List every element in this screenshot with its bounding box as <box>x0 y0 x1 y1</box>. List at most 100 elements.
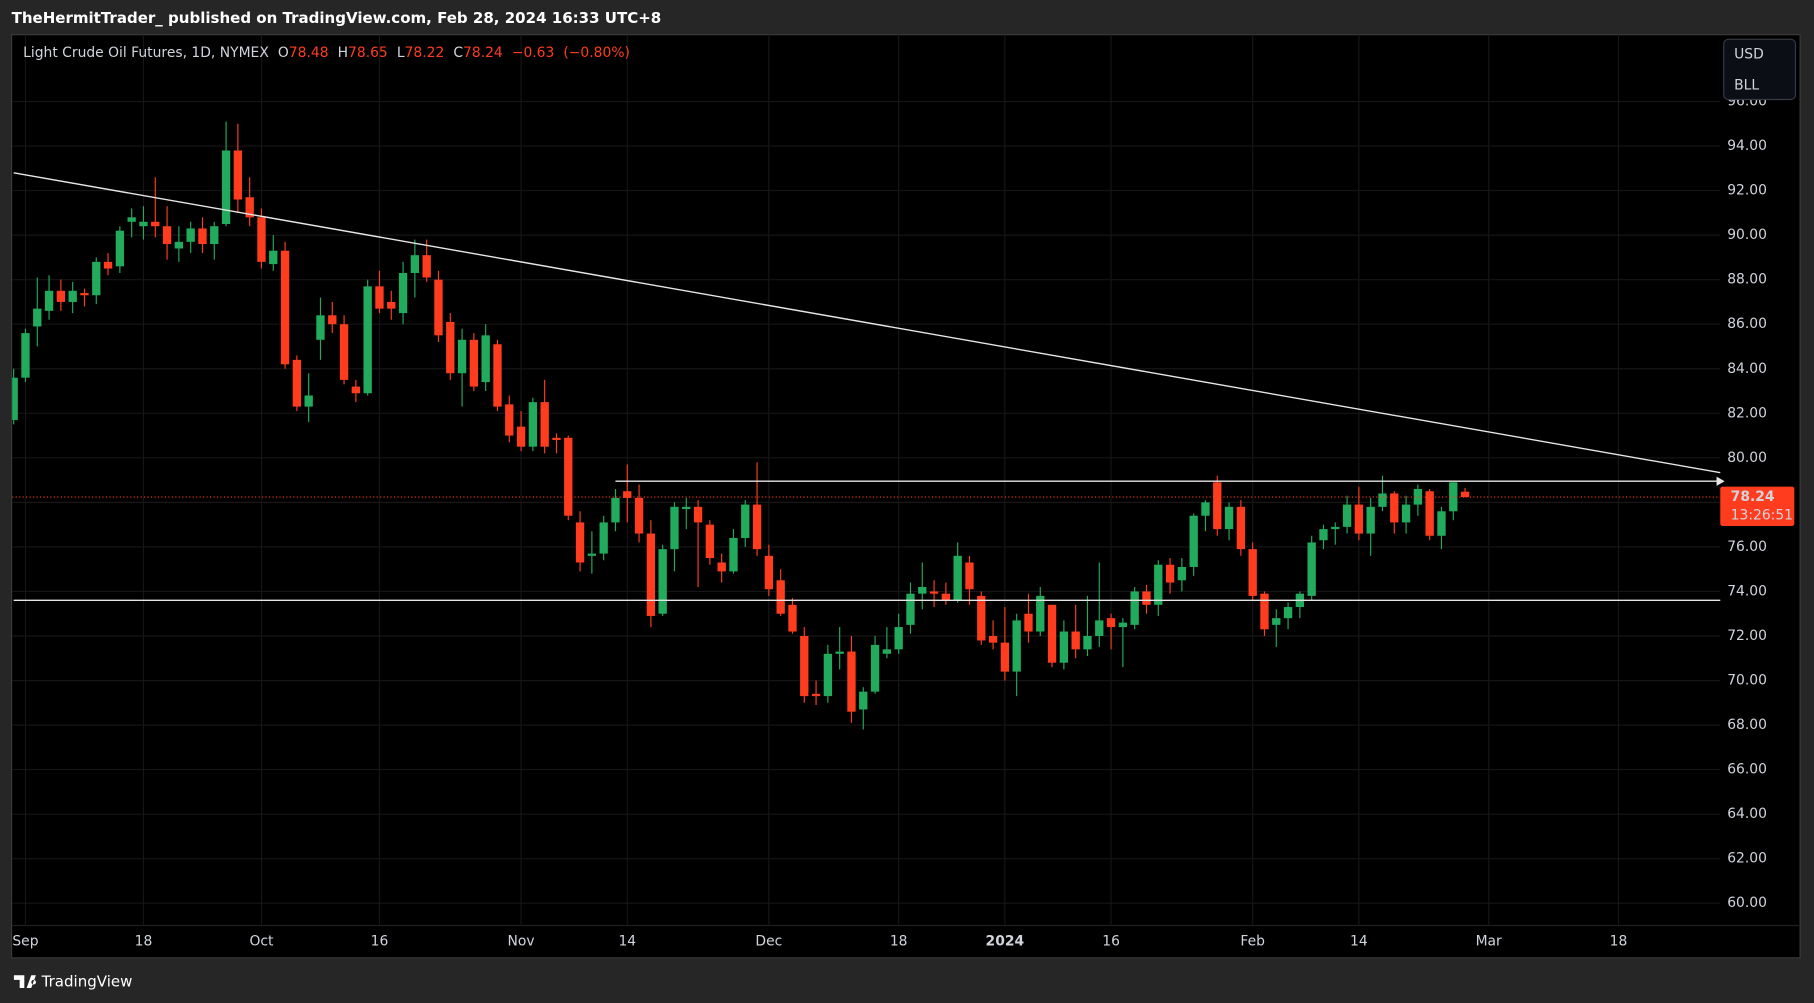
candle-body <box>882 649 892 654</box>
candle-body <box>457 339 467 374</box>
candle-body <box>894 627 903 650</box>
candle-body <box>729 537 738 572</box>
y-tick-label: 86.00 <box>1727 316 1767 332</box>
y-tick-label: 70.00 <box>1727 673 1767 689</box>
candle-body <box>705 524 715 559</box>
candle-body <box>280 250 290 365</box>
candle-body <box>139 221 148 227</box>
candle-body <box>682 506 691 510</box>
x-tick-label: Feb <box>1240 934 1265 950</box>
y-tick-label: 60.00 <box>1727 895 1767 911</box>
candle-body <box>1390 493 1399 523</box>
candle-body <box>505 404 514 436</box>
drawings <box>12 172 1721 602</box>
trend-line <box>13 172 1721 474</box>
candle-body <box>1307 542 1316 596</box>
candle-body <box>21 333 30 378</box>
candle-body <box>835 651 844 654</box>
legend-change-percent: (−0.80%) <box>563 45 630 61</box>
candle-body <box>1224 506 1234 530</box>
candle-body <box>1401 504 1411 523</box>
candle-body <box>1248 549 1257 596</box>
candle-body <box>587 553 597 556</box>
candle-body <box>575 522 585 563</box>
candle-body <box>410 255 420 273</box>
candle-body <box>1071 631 1080 650</box>
footer-brand: TradingView <box>41 973 133 991</box>
candle-body <box>1095 620 1104 636</box>
x-tick-label: Sep <box>12 934 38 950</box>
candle-body <box>646 533 656 616</box>
candle-body <box>1130 591 1139 625</box>
candle-body <box>481 335 490 383</box>
x-tick-label: Oct <box>249 934 274 950</box>
candle-body <box>1213 482 1222 530</box>
candle-body <box>540 402 549 447</box>
candle-body <box>174 241 184 249</box>
candle-body <box>434 279 443 336</box>
candle-body <box>233 150 243 200</box>
candle-body <box>221 150 231 224</box>
candle-body <box>599 522 608 554</box>
candle-body <box>1319 529 1328 541</box>
x-tick-label: Mar <box>1476 934 1502 950</box>
legend-c-label: C <box>453 45 463 61</box>
unit[interactable]: BLL <box>1734 78 1759 94</box>
y-tick-label: 66.00 <box>1727 762 1767 778</box>
candle-body <box>198 228 207 245</box>
candle-body <box>387 301 396 309</box>
legend-l-label: L <box>397 45 405 61</box>
candle-body <box>56 290 66 302</box>
candle-body <box>823 653 833 697</box>
candle-body <box>162 226 172 245</box>
candle-body <box>1142 591 1151 605</box>
candle-body <box>493 344 502 407</box>
legend-open: 78.48 <box>289 45 329 61</box>
currency-box[interactable] <box>1723 38 1797 101</box>
candles <box>12 121 1470 730</box>
candle-body <box>269 250 278 265</box>
currency[interactable]: USD <box>1734 46 1764 62</box>
candle-body <box>292 359 302 407</box>
x-tick-label: Dec <box>755 934 782 950</box>
candle-body <box>44 290 54 311</box>
candle-body <box>151 221 160 227</box>
candle-body <box>516 426 526 447</box>
candle-body <box>316 315 325 340</box>
brand-logo <box>13 975 36 988</box>
candle-body <box>1154 564 1163 605</box>
candle-body <box>80 293 89 296</box>
candle-body <box>1378 493 1387 507</box>
candle-body <box>363 286 372 394</box>
candle-body <box>764 555 774 590</box>
countdown: 13:26:51 <box>1731 508 1793 524</box>
candle-body <box>564 437 573 516</box>
candle-body <box>1118 622 1128 628</box>
candle-body <box>1201 502 1210 516</box>
candle-body <box>1177 566 1187 581</box>
candle-body <box>210 226 219 245</box>
y-tick-label: 94.00 <box>1727 138 1767 154</box>
candle-body <box>92 261 101 296</box>
y-tick-label: 90.00 <box>1727 227 1767 243</box>
chart-area <box>11 34 1801 959</box>
candle-body <box>941 593 951 601</box>
candle-body <box>1047 604 1057 663</box>
x-tick-label: 18 <box>135 934 153 950</box>
candle-body <box>788 604 797 632</box>
candle-body <box>1460 491 1470 498</box>
candle-body <box>1331 526 1340 530</box>
legend-high: 78.65 <box>348 45 388 61</box>
candle-body <box>1000 642 1010 672</box>
candle-body <box>186 228 195 242</box>
candle-body <box>1106 618 1116 628</box>
x-tick-label: 18 <box>890 934 908 950</box>
candle-body <box>752 504 762 550</box>
legend: Light Crude Oil Futures, 1D, NYMEX O78.4… <box>23 45 630 61</box>
candle-body <box>1272 618 1281 625</box>
y-tick-label: 74.00 <box>1727 583 1767 599</box>
price-label: 78.24 <box>1731 489 1775 505</box>
candle-body <box>1083 635 1092 650</box>
candle-body <box>658 549 667 614</box>
legend-h-label: H <box>338 45 348 61</box>
